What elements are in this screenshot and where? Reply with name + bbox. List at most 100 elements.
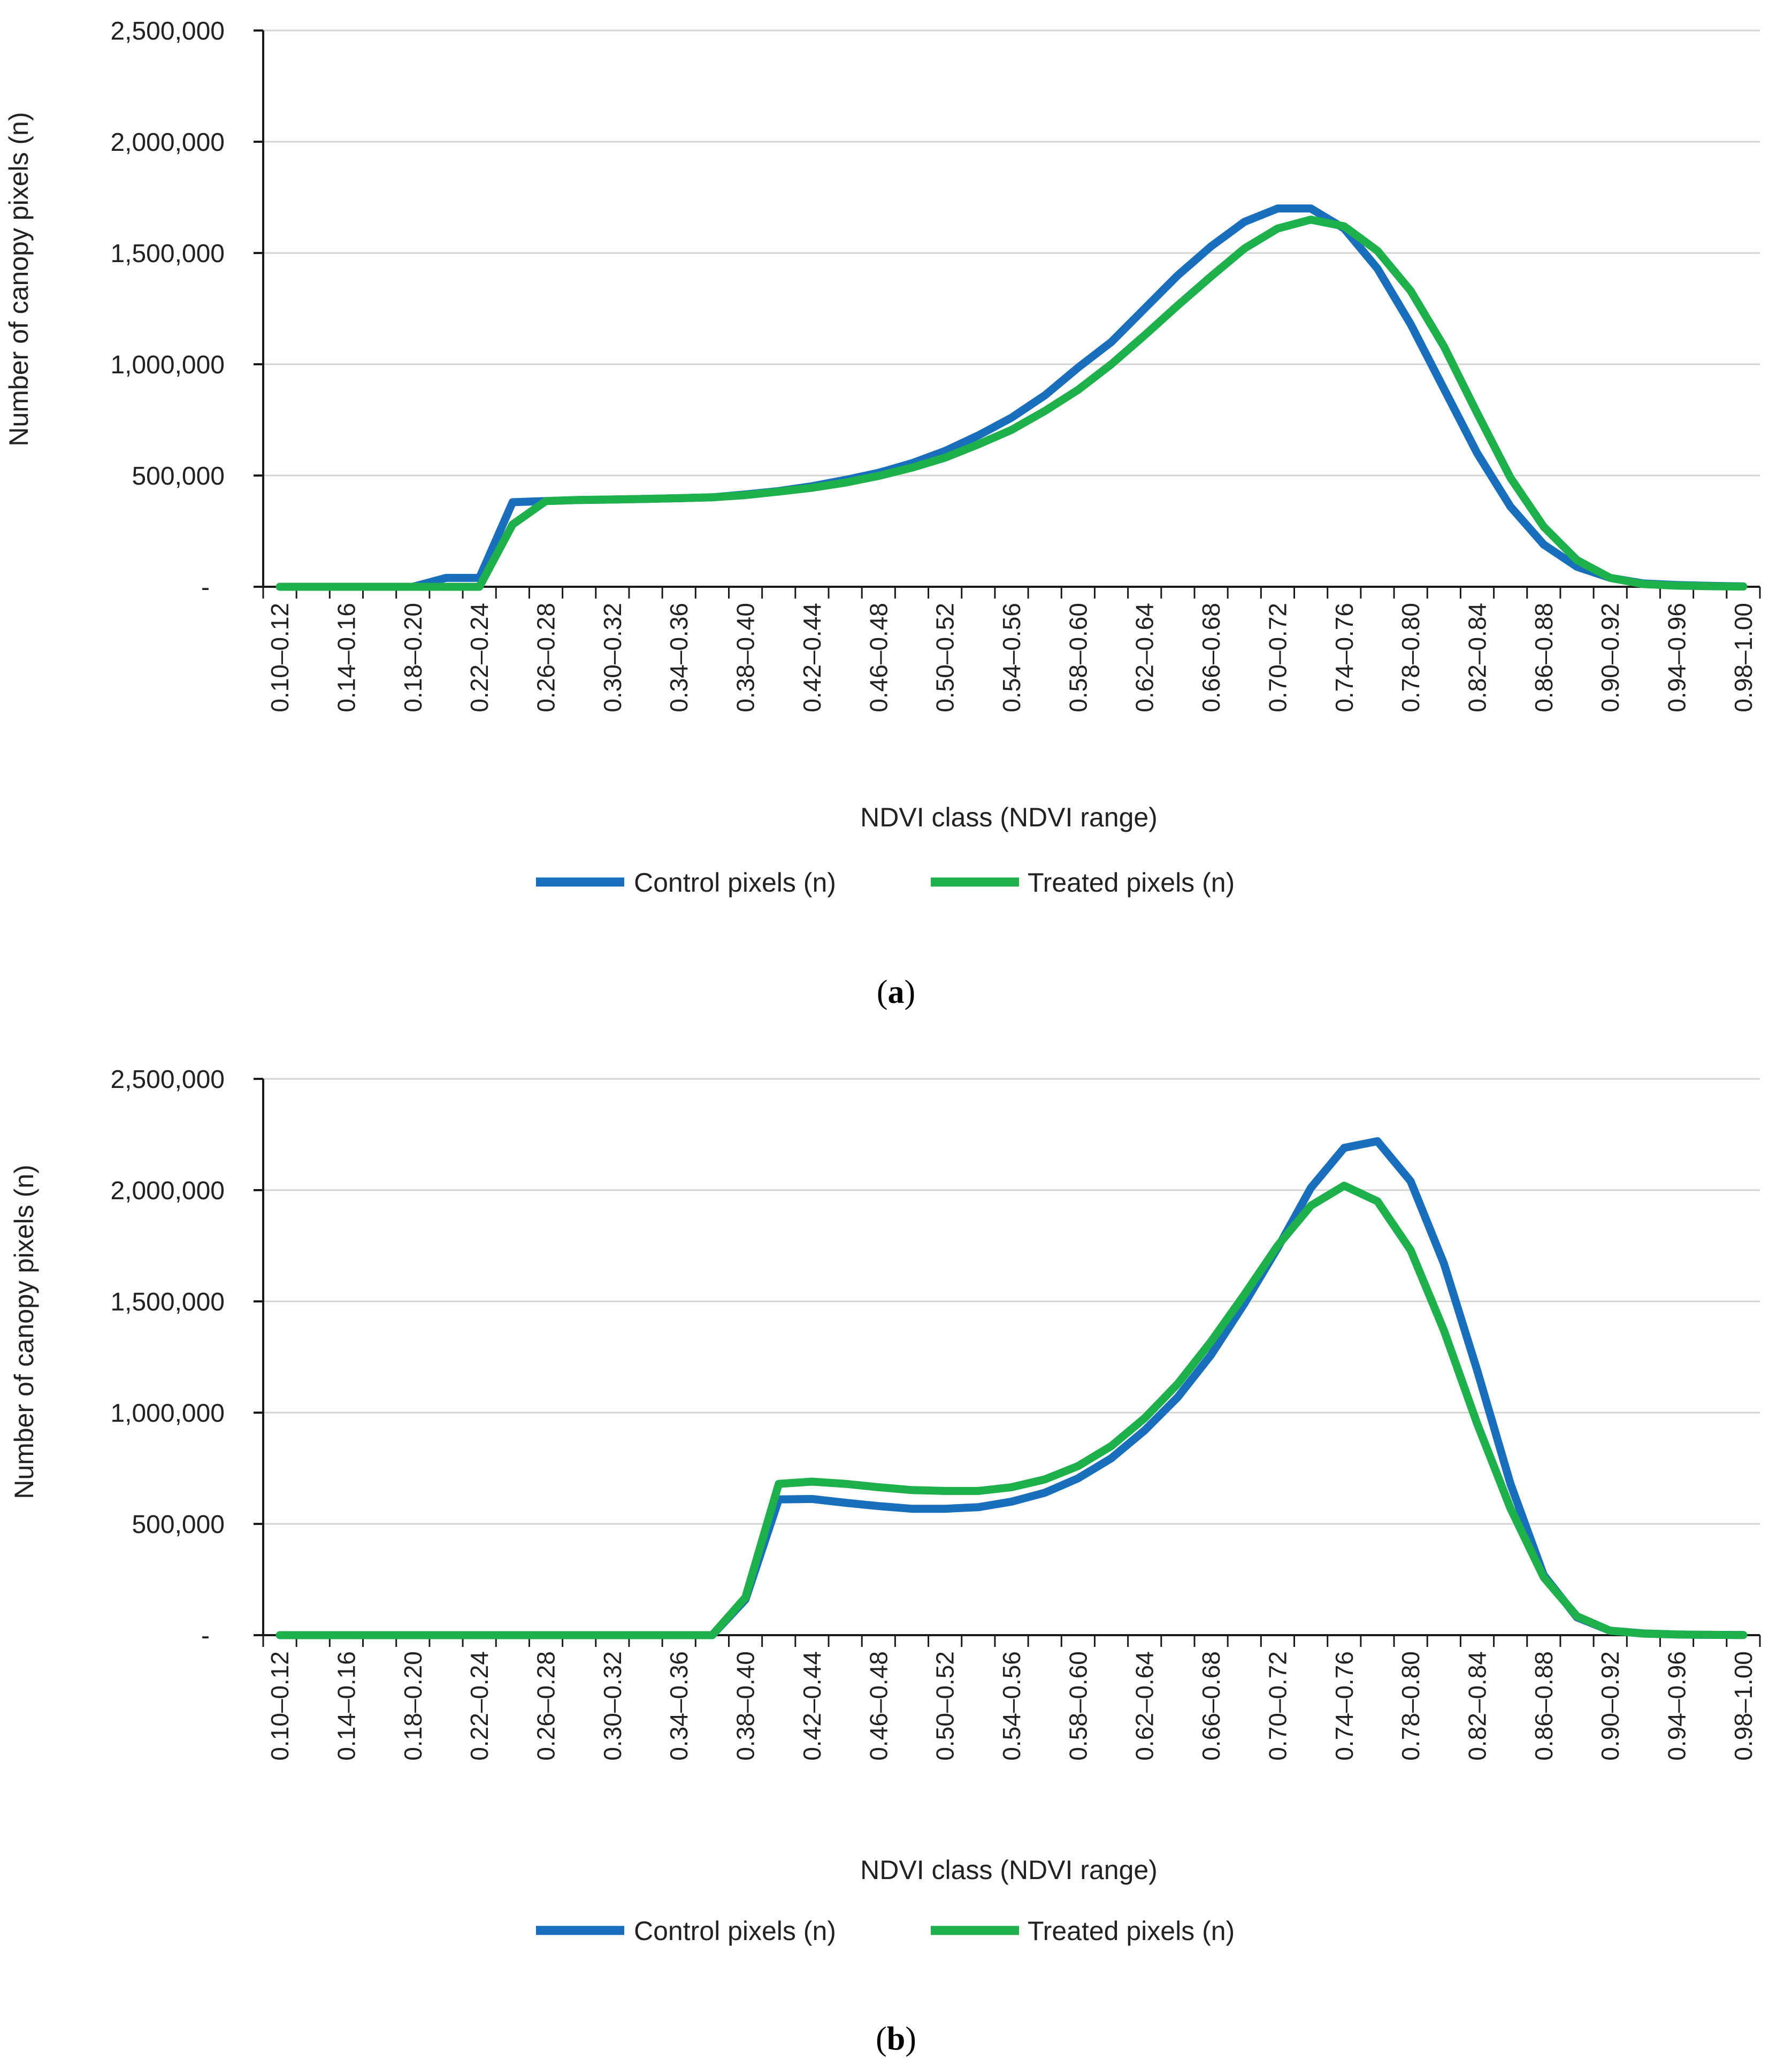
data-point bbox=[978, 444, 979, 445]
data-point bbox=[1011, 1486, 1012, 1488]
data-point bbox=[1244, 1294, 1245, 1296]
series-line-control bbox=[275, 204, 1748, 591]
data-point bbox=[1510, 506, 1511, 507]
series-line-treated bbox=[275, 216, 1748, 591]
data-point bbox=[912, 1490, 913, 1491]
x-tick-label: 0.50–0.52 bbox=[931, 603, 959, 712]
data-point bbox=[845, 482, 846, 483]
data-point bbox=[1477, 1370, 1478, 1371]
data-point bbox=[1211, 1354, 1212, 1355]
data-point bbox=[1710, 1634, 1711, 1635]
x-tick-label: 0.38–0.40 bbox=[732, 603, 760, 712]
y-tick-label: 1,000,000 bbox=[110, 1399, 225, 1428]
data-point bbox=[1477, 413, 1478, 414]
x-tick-label: 0.70–0.72 bbox=[1263, 603, 1291, 712]
data-point bbox=[645, 1635, 646, 1636]
data-point bbox=[1344, 1147, 1345, 1148]
x-axis-title: NDVI class (NDVI range) bbox=[860, 1855, 1158, 1885]
x-tick-label: 0.74–0.76 bbox=[1330, 1651, 1358, 1761]
x-tick-label: 0.86–0.88 bbox=[1530, 1651, 1558, 1761]
x-tick-label: 0.94–0.96 bbox=[1663, 603, 1691, 712]
chart-panel-b: - 500,000 1,000,000 1,500,000 2,000,000 2,500… bbox=[9, 1066, 1761, 2057]
y-tick-label: 500,000 bbox=[132, 462, 225, 490]
data-point bbox=[945, 457, 946, 458]
data-point bbox=[711, 497, 713, 498]
x-tick-label: 0.38–0.40 bbox=[732, 1651, 760, 1761]
data-point bbox=[1044, 395, 1045, 396]
x-tick-label: 0.54–0.56 bbox=[998, 1651, 1025, 1761]
x-tick-label: 0.58–0.60 bbox=[1064, 1651, 1092, 1761]
x-tick-label: 0.54–0.56 bbox=[998, 603, 1025, 712]
data-point bbox=[1277, 208, 1278, 209]
data-point bbox=[978, 1490, 979, 1491]
data-point bbox=[579, 1635, 580, 1636]
data-point bbox=[1643, 1633, 1644, 1634]
legend-label-control: Control pixels (n) bbox=[634, 868, 836, 898]
data-point bbox=[1510, 1483, 1511, 1484]
data-point bbox=[446, 577, 447, 578]
data-point bbox=[1443, 1330, 1444, 1331]
data-point bbox=[811, 1481, 813, 1482]
data-point bbox=[845, 1483, 846, 1484]
legend-label-treated: Treated pixels (n) bbox=[1028, 868, 1235, 898]
data-point bbox=[1177, 1397, 1178, 1398]
data-point bbox=[1144, 308, 1145, 309]
data-point bbox=[1410, 1181, 1411, 1182]
data-point bbox=[1177, 275, 1178, 276]
data-point bbox=[1044, 410, 1045, 411]
x-tick-label: 0.46–0.48 bbox=[864, 1651, 892, 1761]
data-point bbox=[1011, 417, 1012, 418]
data-point bbox=[1377, 250, 1378, 251]
chart-panel-a: - 500,000 1,000,000 1,500,000 2,000,000 2,500… bbox=[4, 17, 1761, 1010]
data-point bbox=[1244, 248, 1245, 249]
y-tick-label: 2,500,000 bbox=[110, 17, 225, 45]
x-tick-label: 0.66–0.68 bbox=[1197, 1651, 1225, 1761]
data-point bbox=[1477, 453, 1478, 454]
data-point bbox=[745, 495, 746, 496]
x-tick-label: 0.90–0.92 bbox=[1596, 1651, 1624, 1761]
data-point bbox=[1244, 221, 1245, 223]
data-point bbox=[1377, 268, 1378, 269]
data-point bbox=[1311, 1205, 1312, 1206]
x-tick-labels: 0.10–0.12 0.14–0.16 0.18–0.20 0.22–0.24 0.26… bbox=[266, 603, 1757, 712]
data-point bbox=[1211, 276, 1212, 277]
data-point bbox=[1044, 1492, 1045, 1493]
data-point bbox=[1743, 1635, 1744, 1636]
x-tick-label: 0.34–0.36 bbox=[665, 1651, 693, 1761]
data-point bbox=[1111, 364, 1112, 365]
data-point bbox=[678, 1635, 679, 1636]
data-point bbox=[1543, 544, 1544, 545]
data-point bbox=[1676, 585, 1678, 586]
data-point bbox=[1144, 1430, 1145, 1431]
data-point bbox=[1410, 324, 1411, 325]
x-tick-label: 0.70–0.72 bbox=[1263, 1651, 1291, 1761]
y-tick-label: - bbox=[201, 573, 210, 602]
panel-label-a: (a) bbox=[877, 974, 915, 1010]
data-point bbox=[1410, 290, 1411, 292]
data-point bbox=[1576, 559, 1577, 561]
x-tick-label: 0.34–0.36 bbox=[665, 603, 693, 712]
data-point bbox=[546, 1635, 547, 1636]
gridlines bbox=[263, 29, 1760, 477]
data-point bbox=[1510, 1508, 1511, 1509]
data-point bbox=[1311, 1187, 1312, 1189]
data-point bbox=[379, 586, 380, 587]
y-tick-labels: - 500,000 1,000,000 1,500,000 2,000,000 2,500… bbox=[110, 1066, 225, 1650]
data-point bbox=[446, 586, 447, 587]
x-tick-labels: 0.10–0.12 0.14–0.16 0.18–0.20 0.22–0.24 0.26… bbox=[266, 1651, 1757, 1761]
data-point bbox=[878, 1506, 879, 1507]
data-point bbox=[346, 1635, 347, 1636]
data-point bbox=[612, 499, 613, 500]
data-point bbox=[312, 1635, 313, 1636]
data-point bbox=[1610, 1630, 1611, 1631]
data-point bbox=[678, 497, 679, 499]
y-tick-label: 2,000,000 bbox=[110, 128, 225, 157]
x-tick-label: 0.98–1.00 bbox=[1729, 603, 1757, 712]
data-point bbox=[1443, 346, 1444, 347]
data-point bbox=[479, 586, 480, 587]
x-tick-label: 0.62–0.64 bbox=[1131, 603, 1159, 712]
x-tick-label: 0.66–0.68 bbox=[1197, 603, 1225, 712]
x-tick-label: 0.94–0.96 bbox=[1663, 1651, 1691, 1761]
data-point bbox=[1344, 226, 1345, 227]
data-point bbox=[512, 1635, 513, 1636]
